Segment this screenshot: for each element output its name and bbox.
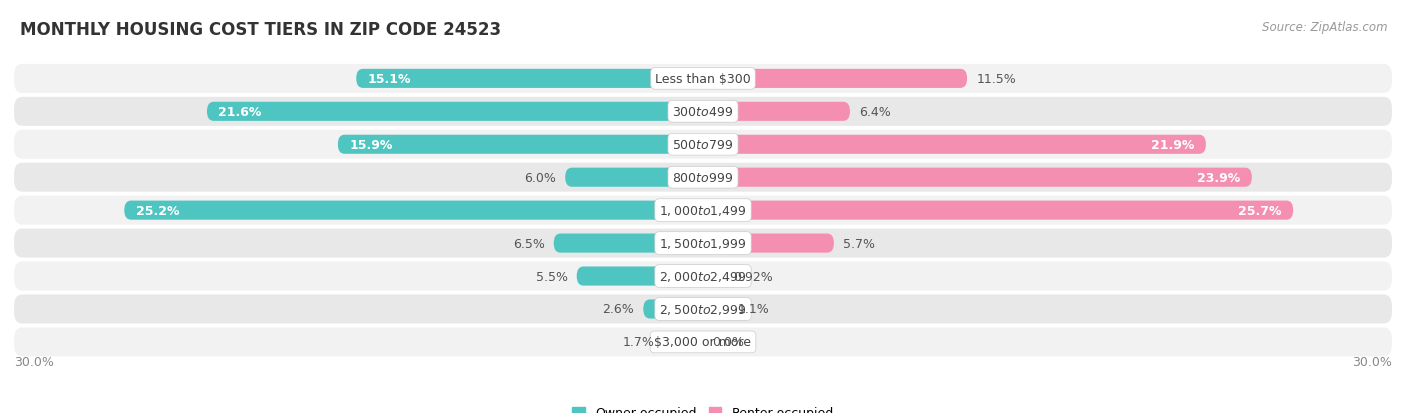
Legend: Owner-occupied, Renter-occupied: Owner-occupied, Renter-occupied (568, 401, 838, 413)
Text: 15.9%: 15.9% (349, 138, 392, 152)
Text: $800 to $999: $800 to $999 (672, 171, 734, 184)
Text: 30.0%: 30.0% (1353, 355, 1392, 368)
FancyBboxPatch shape (14, 97, 1392, 126)
Text: 11.5%: 11.5% (976, 73, 1017, 85)
Text: 1.1%: 1.1% (738, 303, 769, 316)
FancyBboxPatch shape (14, 328, 1392, 356)
Text: MONTHLY HOUSING COST TIERS IN ZIP CODE 24523: MONTHLY HOUSING COST TIERS IN ZIP CODE 2… (20, 21, 501, 38)
Text: 5.7%: 5.7% (844, 237, 875, 250)
FancyBboxPatch shape (356, 70, 703, 89)
Text: Source: ZipAtlas.com: Source: ZipAtlas.com (1263, 21, 1388, 33)
Text: 25.2%: 25.2% (136, 204, 180, 217)
Text: 2.6%: 2.6% (602, 303, 634, 316)
Text: 0.92%: 0.92% (734, 270, 773, 283)
FancyBboxPatch shape (14, 196, 1392, 225)
Text: 30.0%: 30.0% (14, 355, 53, 368)
FancyBboxPatch shape (664, 332, 703, 351)
Text: $2,000 to $2,499: $2,000 to $2,499 (659, 269, 747, 283)
FancyBboxPatch shape (337, 135, 703, 154)
FancyBboxPatch shape (576, 267, 703, 286)
FancyBboxPatch shape (565, 168, 703, 188)
Text: 15.1%: 15.1% (368, 73, 411, 85)
FancyBboxPatch shape (14, 295, 1392, 324)
Text: $1,000 to $1,499: $1,000 to $1,499 (659, 204, 747, 218)
Text: $1,500 to $1,999: $1,500 to $1,999 (659, 237, 747, 250)
FancyBboxPatch shape (703, 135, 1206, 154)
Text: 0.0%: 0.0% (713, 336, 744, 349)
Text: $300 to $499: $300 to $499 (672, 106, 734, 119)
FancyBboxPatch shape (703, 70, 967, 89)
Text: $500 to $799: $500 to $799 (672, 138, 734, 152)
FancyBboxPatch shape (14, 65, 1392, 94)
FancyBboxPatch shape (14, 229, 1392, 258)
FancyBboxPatch shape (703, 300, 728, 319)
Text: $2,500 to $2,999: $2,500 to $2,999 (659, 302, 747, 316)
FancyBboxPatch shape (14, 163, 1392, 192)
FancyBboxPatch shape (124, 201, 703, 220)
Text: 6.0%: 6.0% (524, 171, 555, 184)
Text: 23.9%: 23.9% (1197, 171, 1240, 184)
FancyBboxPatch shape (554, 234, 703, 253)
FancyBboxPatch shape (703, 234, 834, 253)
FancyBboxPatch shape (703, 168, 1251, 188)
Text: 21.9%: 21.9% (1152, 138, 1195, 152)
Text: 6.5%: 6.5% (513, 237, 544, 250)
FancyBboxPatch shape (644, 300, 703, 319)
FancyBboxPatch shape (14, 131, 1392, 159)
Text: 6.4%: 6.4% (859, 106, 891, 119)
Text: $3,000 or more: $3,000 or more (655, 336, 751, 349)
FancyBboxPatch shape (703, 267, 724, 286)
FancyBboxPatch shape (14, 262, 1392, 291)
FancyBboxPatch shape (703, 102, 851, 121)
FancyBboxPatch shape (703, 201, 1294, 220)
Text: 21.6%: 21.6% (218, 106, 262, 119)
FancyBboxPatch shape (207, 102, 703, 121)
Text: 5.5%: 5.5% (536, 270, 568, 283)
Text: 1.7%: 1.7% (623, 336, 655, 349)
Text: Less than $300: Less than $300 (655, 73, 751, 85)
Text: 25.7%: 25.7% (1239, 204, 1282, 217)
